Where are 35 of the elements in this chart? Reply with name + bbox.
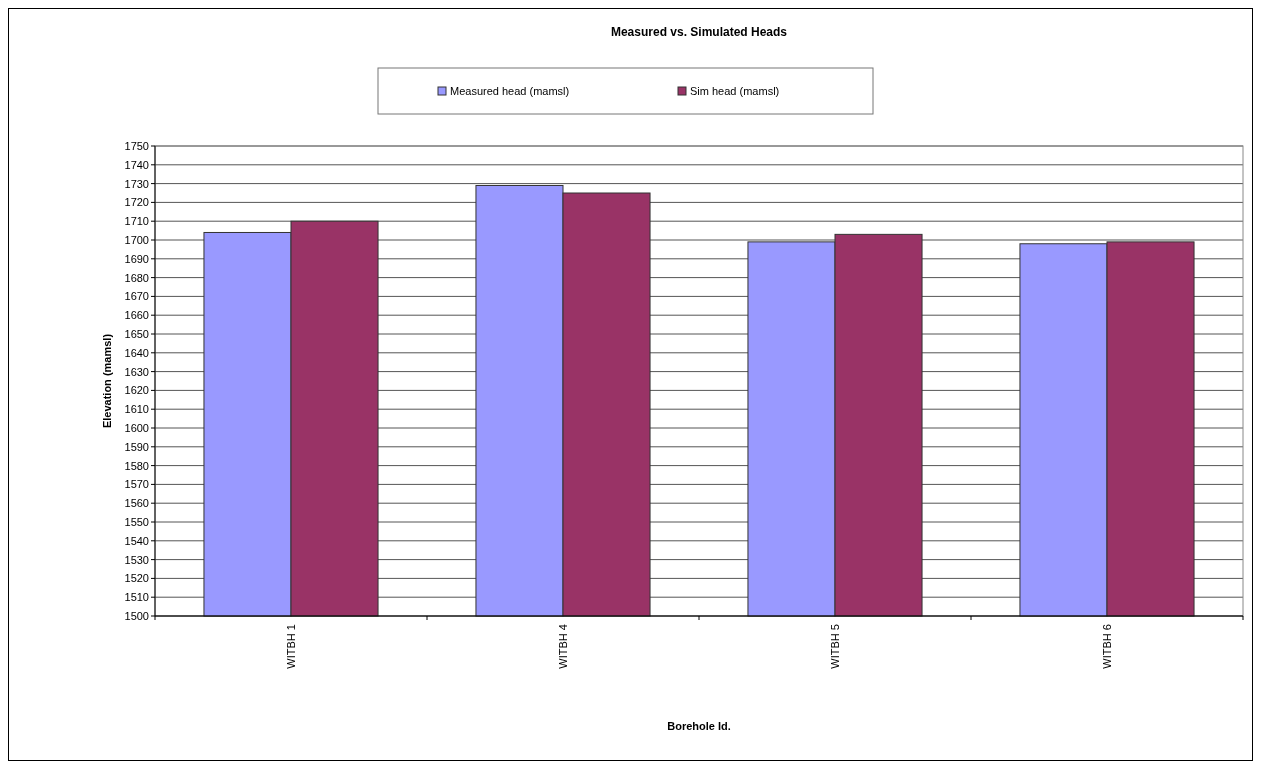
x-tick-label: WITBH 6 — [1101, 624, 1113, 669]
y-tick-label: 1550 — [124, 516, 149, 528]
y-tick-label: 1610 — [124, 403, 149, 416]
y-tick-label: 1660 — [124, 309, 149, 322]
y-tick-label: 1570 — [124, 478, 149, 491]
y-tick-label: 1720 — [124, 196, 149, 209]
x-tick-label: WITBH 5 — [829, 624, 841, 669]
y-tick-label: 1540 — [124, 534, 149, 547]
y-tick-label: 1670 — [124, 290, 149, 303]
y-tick-label: 1620 — [124, 384, 149, 397]
y-tick-label: 1520 — [124, 572, 149, 585]
y-tick-label: 1600 — [124, 422, 149, 434]
y-tick-label: 1530 — [124, 553, 149, 566]
y-tick-label: 1750 — [124, 140, 149, 152]
y-tick-label: 1730 — [124, 177, 149, 190]
y-tick-label: 1680 — [124, 271, 149, 284]
y-tick-label: 1650 — [124, 328, 149, 340]
y-tick-label: 1580 — [124, 459, 149, 472]
legend-label: Sim head (mamsl) — [690, 85, 780, 97]
chart-title: Measured vs. Simulated Heads — [610, 25, 788, 39]
x-axis-title: Borehole Id. — [667, 720, 731, 732]
y-tick-label: 1500 — [124, 610, 149, 622]
y-tick-label: 1630 — [124, 365, 149, 378]
x-tick-label: WITBH 4 — [557, 624, 569, 669]
x-tick-label: WITBH 1 — [285, 624, 297, 669]
legend-label: Measured head (mamsl) — [450, 85, 570, 97]
y-tick-label: 1700 — [124, 234, 149, 246]
y-axis-title: Elevation (mamsl) — [101, 333, 113, 429]
y-tick-label: 1710 — [124, 215, 149, 228]
y-tick-label: 1640 — [124, 346, 149, 359]
y-tick-label: 1690 — [124, 252, 149, 265]
y-tick-label: 1510 — [124, 591, 149, 604]
y-tick-label: 1590 — [124, 440, 149, 453]
y-tick-label: 1740 — [124, 158, 149, 171]
y-tick-label: 1560 — [124, 497, 149, 510]
